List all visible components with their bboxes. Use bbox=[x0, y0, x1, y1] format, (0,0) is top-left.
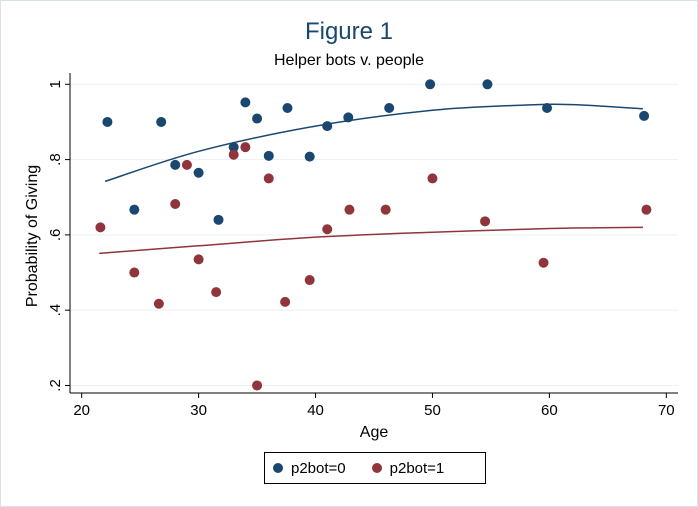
y-tick-label-0: .2 bbox=[47, 379, 64, 392]
x-tick-label-5: 70 bbox=[658, 402, 675, 419]
point-series-0-16 bbox=[482, 79, 493, 90]
legend-label-series-0: p2bot=0 bbox=[291, 459, 346, 477]
point-series-0-13 bbox=[343, 112, 354, 123]
point-series-0-18 bbox=[639, 110, 650, 121]
point-series-1-7 bbox=[228, 149, 239, 160]
point-series-0-7 bbox=[240, 97, 251, 108]
point-series-0-11 bbox=[304, 151, 315, 162]
legend-item-series-1: p2bot=1 bbox=[371, 459, 445, 477]
axes: .2 .4 .6 .8 1 20 30 40 50 60 70 bbox=[47, 73, 678, 419]
point-series-0-5 bbox=[213, 214, 224, 225]
point-series-1-19 bbox=[641, 204, 652, 215]
point-series-0-3 bbox=[170, 159, 181, 170]
y-tick-label-2: .6 bbox=[47, 229, 64, 242]
point-series-1-10 bbox=[263, 173, 274, 184]
point-series-0-15 bbox=[425, 79, 436, 90]
y-tick-label-4: 1 bbox=[47, 80, 64, 88]
data-points bbox=[95, 79, 652, 391]
point-series-0-1 bbox=[129, 204, 140, 215]
legend-marker-series-0 bbox=[273, 463, 283, 473]
legend-label-series-1: p2bot=1 bbox=[389, 459, 445, 477]
x-tick-label-4: 60 bbox=[541, 402, 558, 419]
point-series-0-17 bbox=[542, 103, 553, 114]
point-series-1-12 bbox=[304, 275, 315, 286]
chart-title: Figure 1 bbox=[304, 18, 394, 45]
fit-line-series-1 bbox=[99, 226, 643, 255]
point-series-1-9 bbox=[252, 380, 263, 391]
point-series-0-0 bbox=[102, 116, 113, 127]
point-series-0-6 bbox=[228, 142, 239, 153]
point-series-0-12 bbox=[322, 121, 333, 132]
point-series-1-2 bbox=[153, 298, 164, 309]
x-tick-label-3: 50 bbox=[424, 402, 441, 419]
point-series-1-6 bbox=[211, 287, 222, 298]
gridlines bbox=[70, 83, 678, 386]
fit-lines bbox=[99, 103, 643, 255]
point-series-1-17 bbox=[480, 216, 491, 227]
point-series-0-10 bbox=[282, 103, 293, 114]
y-axis-label: Probability of Giving bbox=[24, 165, 41, 307]
fit-line-series-0 bbox=[104, 103, 643, 183]
point-series-1-18 bbox=[538, 257, 549, 268]
point-series-1-5 bbox=[193, 254, 204, 265]
point-series-1-4 bbox=[181, 159, 192, 170]
x-tick-label-2: 40 bbox=[307, 402, 324, 419]
legend-marker-series-1 bbox=[371, 463, 382, 473]
point-series-1-1 bbox=[129, 267, 140, 278]
point-series-1-13 bbox=[322, 224, 333, 235]
x-axis-label: Age bbox=[360, 424, 389, 441]
chart-subtitle: Helper bots v. people bbox=[273, 52, 424, 69]
legend: p2bot=0 p2bot=1 bbox=[264, 452, 486, 484]
y-tick-label-1: .4 bbox=[47, 304, 64, 317]
point-series-0-4 bbox=[193, 167, 204, 178]
point-series-1-8 bbox=[240, 142, 251, 153]
legend-item-series-0: p2bot=0 bbox=[273, 460, 346, 477]
point-series-0-14 bbox=[384, 103, 395, 114]
point-series-1-0 bbox=[95, 222, 106, 233]
point-series-1-15 bbox=[380, 204, 391, 215]
point-series-1-16 bbox=[427, 173, 438, 184]
x-tick-label-0: 20 bbox=[73, 402, 90, 419]
y-tick-label-3: .8 bbox=[47, 153, 64, 166]
x-tick-label-1: 30 bbox=[190, 402, 207, 419]
point-series-1-3 bbox=[170, 199, 181, 210]
point-series-0-8 bbox=[252, 113, 263, 124]
point-series-0-9 bbox=[263, 150, 274, 161]
point-series-1-14 bbox=[344, 204, 355, 215]
point-series-0-2 bbox=[156, 116, 167, 127]
point-series-1-11 bbox=[280, 296, 291, 307]
